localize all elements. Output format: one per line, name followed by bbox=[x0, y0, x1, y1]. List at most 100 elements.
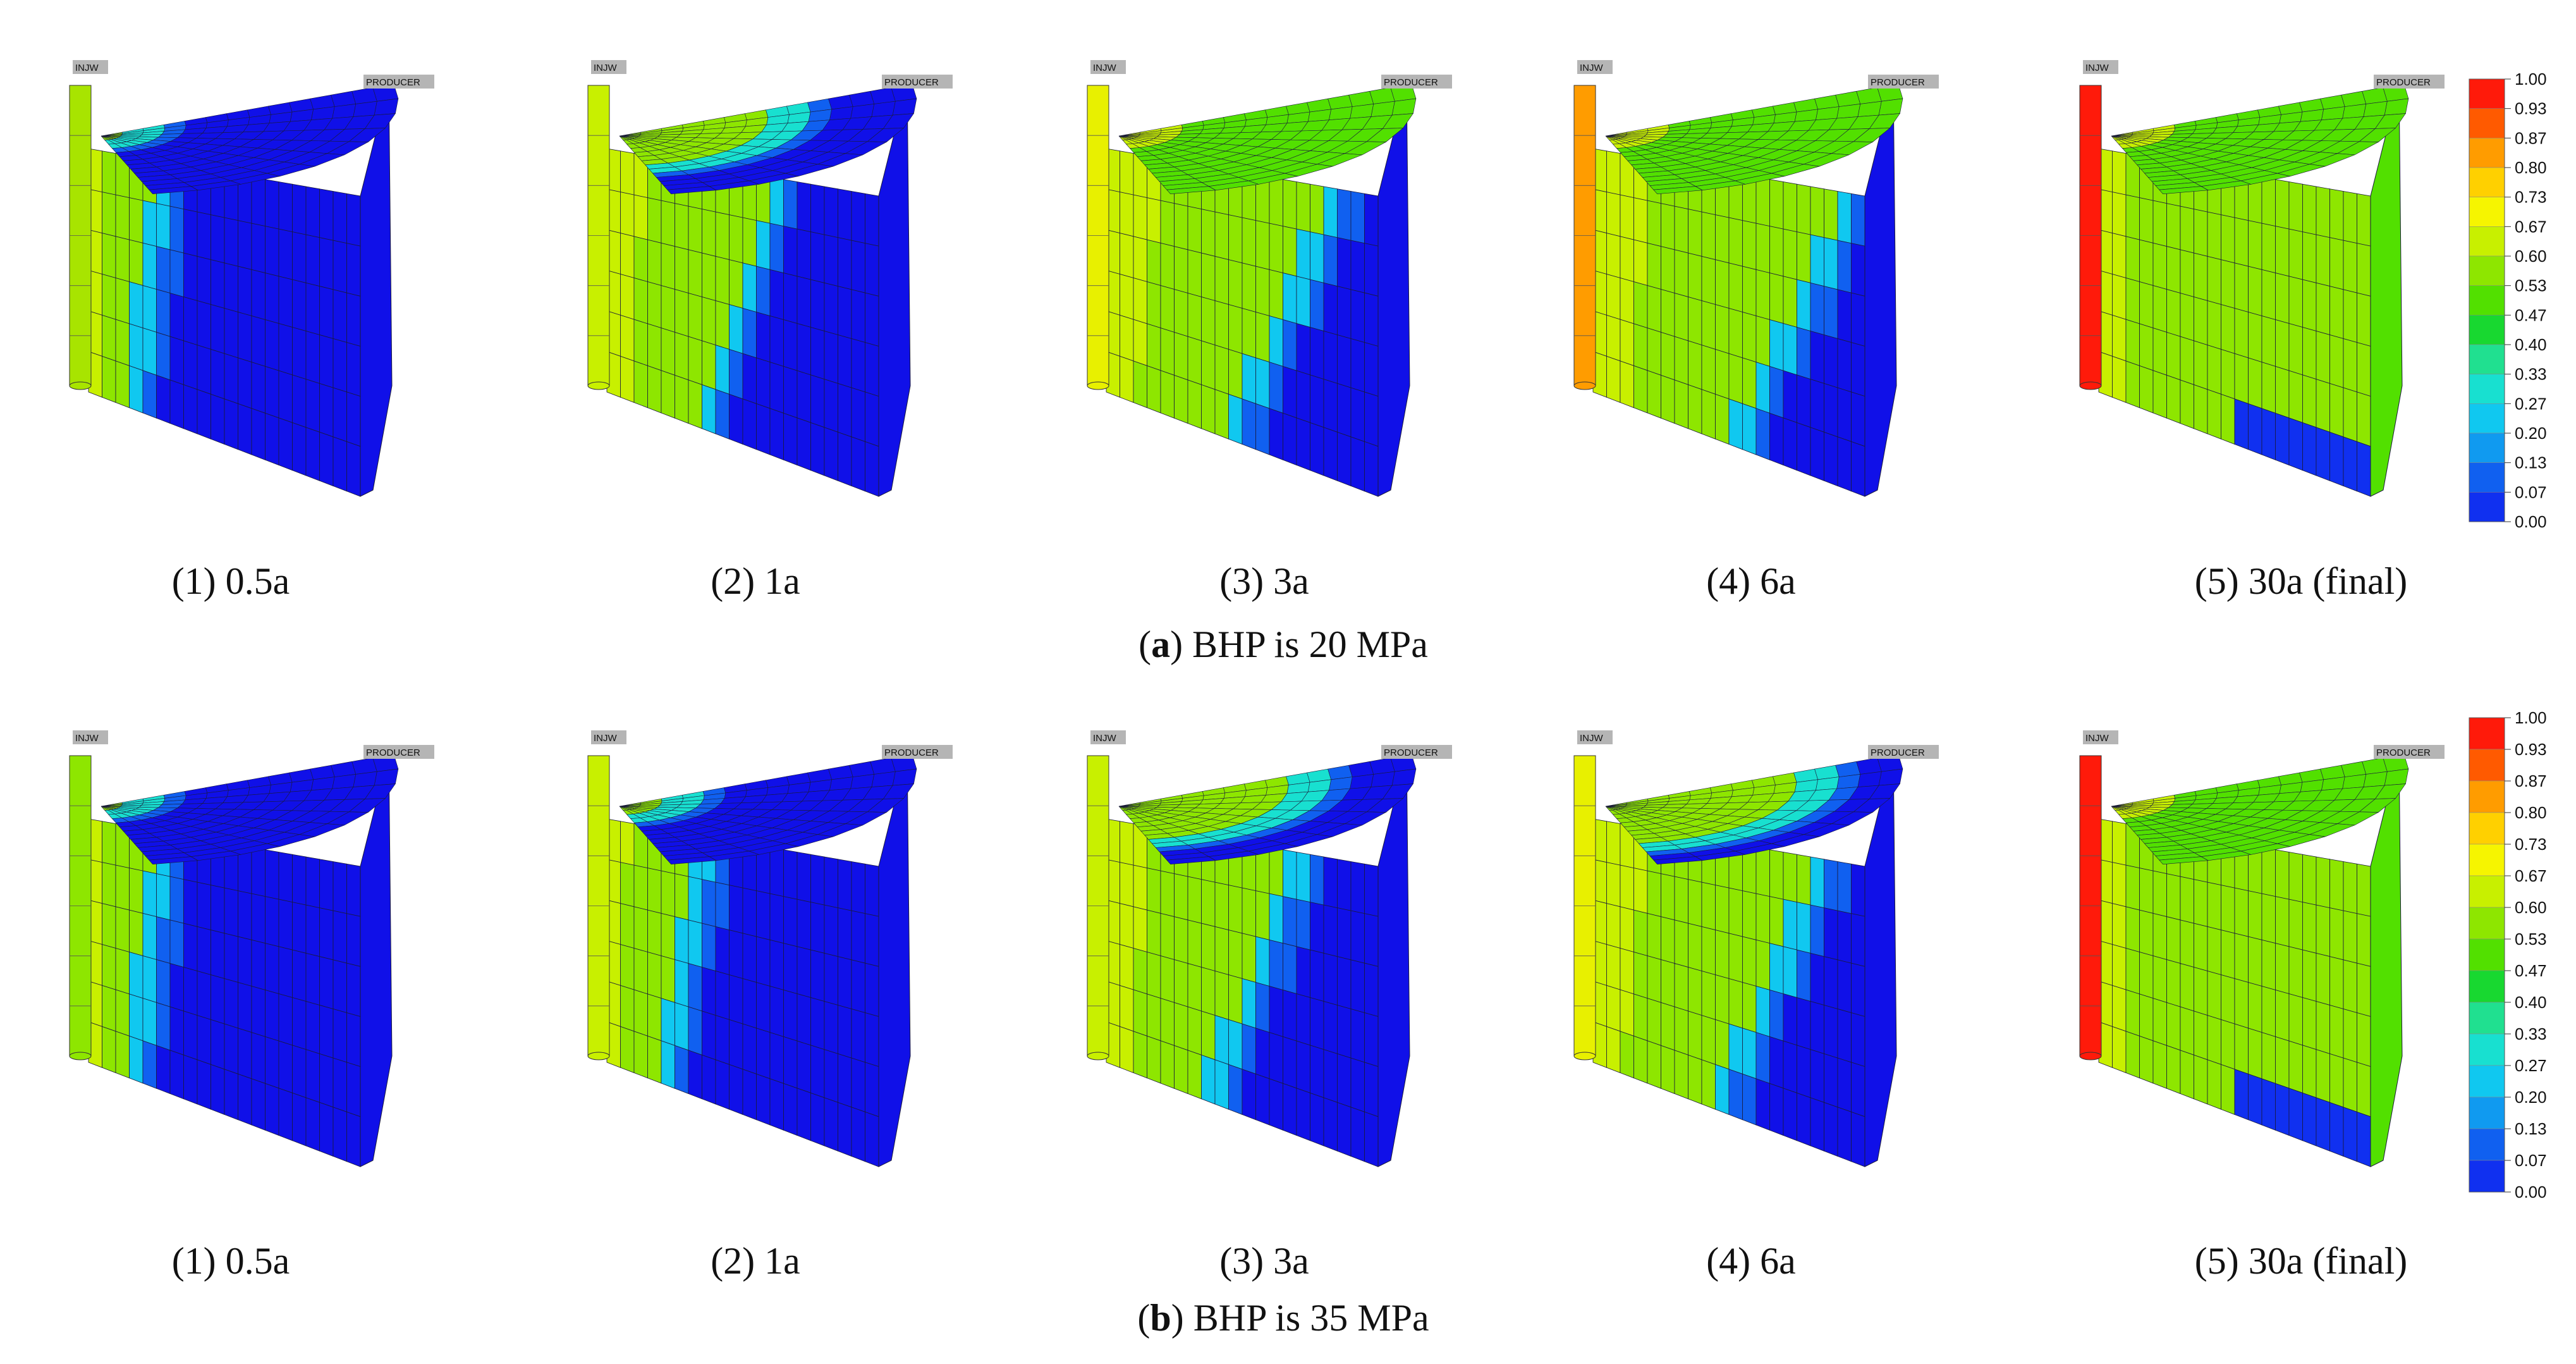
producer-label-box bbox=[1381, 745, 1452, 759]
front-face-cell bbox=[1187, 249, 1202, 298]
front-face-cell bbox=[2248, 220, 2262, 270]
colorbar-swatch bbox=[2469, 255, 2505, 286]
front-face-cell bbox=[1647, 370, 1661, 419]
front-face-cell bbox=[783, 943, 798, 995]
front-face-cell bbox=[2275, 989, 2290, 1041]
front-face-cell bbox=[1133, 360, 1147, 409]
front-face-cell bbox=[647, 993, 662, 1041]
front-face-cell bbox=[251, 362, 266, 414]
front-face-cell bbox=[824, 1000, 838, 1054]
front-face-cell bbox=[2221, 393, 2235, 445]
front-face-cell bbox=[715, 1059, 729, 1110]
front-face-cell bbox=[1323, 1097, 1338, 1152]
front-face-cell bbox=[2288, 276, 2303, 328]
front-face-cell bbox=[1688, 923, 1702, 972]
front-face-cell bbox=[1728, 1023, 1743, 1074]
front-face-cell bbox=[2329, 286, 2344, 340]
front-face-cell bbox=[2207, 1059, 2221, 1110]
front-face-cell bbox=[142, 870, 157, 918]
front-face-cell bbox=[2261, 1078, 2276, 1131]
front-face-cell bbox=[2207, 300, 2221, 350]
front-face-cell bbox=[661, 1040, 675, 1089]
front-face-cell bbox=[1715, 348, 1730, 400]
front-face-cell bbox=[2316, 186, 2330, 238]
front-face-cell bbox=[756, 266, 771, 317]
colorbar-tick-label: 0.00 bbox=[2515, 512, 2547, 531]
front-face-cell bbox=[1674, 292, 1688, 341]
front-face-cell bbox=[1228, 348, 1243, 400]
front-face-cell bbox=[1688, 340, 1702, 390]
front-face-cell bbox=[1647, 998, 1661, 1046]
front-face-cell bbox=[1769, 319, 1784, 371]
injector-label-box bbox=[1577, 730, 1613, 744]
front-face-cell bbox=[2180, 1050, 2194, 1100]
front-face-cell bbox=[1296, 228, 1310, 280]
colorbar-tick-label: 0.73 bbox=[2515, 835, 2547, 854]
front-face-cell bbox=[865, 292, 879, 347]
front-face-cell bbox=[305, 427, 320, 481]
front-face-cell bbox=[1323, 856, 1338, 909]
front-face-cell bbox=[729, 214, 743, 264]
front-face-cell bbox=[2125, 319, 2140, 366]
front-face-cell bbox=[783, 179, 798, 230]
front-face-cell bbox=[647, 323, 662, 371]
front-face-cell bbox=[1228, 930, 1243, 980]
front-face-cell bbox=[824, 952, 838, 1006]
front-face-cell bbox=[715, 926, 729, 976]
colorbar-swatch bbox=[2469, 907, 2505, 940]
front-face-cell bbox=[305, 952, 320, 1006]
front-face-cell bbox=[278, 370, 293, 423]
front-face-cell bbox=[1742, 1073, 1757, 1126]
front-face-cell bbox=[675, 959, 689, 1007]
front-face-cell bbox=[2357, 441, 2371, 497]
front-face-cell bbox=[1364, 863, 1379, 917]
front-face-cell bbox=[1810, 1000, 1824, 1054]
colorbar-tick-label: 0.20 bbox=[2515, 1088, 2547, 1107]
front-face-cell bbox=[197, 1059, 211, 1110]
front-face-cell bbox=[2248, 311, 2262, 363]
front-face-cell bbox=[1728, 353, 1743, 404]
producer-label-box bbox=[2374, 75, 2445, 89]
front-face-cell bbox=[688, 1050, 702, 1100]
front-face-cell bbox=[2316, 330, 2330, 384]
producer-label-box bbox=[1868, 75, 1939, 89]
front-face-cell bbox=[319, 1004, 334, 1059]
front-face-cell bbox=[865, 913, 879, 967]
front-face-cell bbox=[715, 970, 729, 1020]
front-face-cell bbox=[1283, 896, 1297, 947]
front-face-cell bbox=[838, 334, 852, 388]
front-face-cell bbox=[1310, 997, 1324, 1050]
panel-b-5: INJW PRODUCER bbox=[2048, 696, 2453, 1189]
front-face-cell bbox=[1269, 223, 1283, 274]
front-face-cell bbox=[1323, 234, 1338, 287]
colorbar-tick-label: 0.40 bbox=[2515, 335, 2547, 354]
front-face-cell bbox=[278, 899, 293, 950]
front-face-cell bbox=[305, 282, 320, 336]
colorbar-tick-label: 0.93 bbox=[2515, 740, 2547, 759]
front-face-cell bbox=[1214, 389, 1229, 439]
front-face-cell bbox=[1783, 370, 1797, 423]
top-surface-cell bbox=[1653, 856, 1704, 865]
front-face-cell bbox=[2234, 307, 2249, 359]
front-face-cell bbox=[211, 1019, 225, 1070]
panel-a-2: INJW PRODUCER bbox=[556, 25, 961, 519]
front-face-cell bbox=[251, 176, 266, 227]
front-face-cell bbox=[1715, 393, 1730, 445]
front-face-cell bbox=[2221, 1019, 2235, 1070]
front-face-cell bbox=[115, 1031, 130, 1079]
front-face-cell bbox=[197, 882, 211, 931]
front-face-cell bbox=[1606, 355, 1621, 403]
injector-label: INJW bbox=[1093, 733, 1117, 744]
front-face-cell bbox=[2357, 863, 2371, 917]
front-face-cell bbox=[1824, 907, 1838, 961]
front-face-cell bbox=[2207, 970, 2221, 1020]
front-face-cell bbox=[661, 200, 675, 247]
front-face-cell bbox=[142, 370, 157, 419]
front-face-cell bbox=[1837, 959, 1852, 1014]
front-face-cell bbox=[715, 389, 729, 439]
front-face-cell bbox=[783, 226, 798, 277]
colorbar-tick-label: 0.60 bbox=[2515, 898, 2547, 917]
front-face-cell bbox=[1837, 910, 1852, 964]
front-face-cell bbox=[2166, 246, 2181, 294]
front-face-cell bbox=[2139, 909, 2154, 957]
